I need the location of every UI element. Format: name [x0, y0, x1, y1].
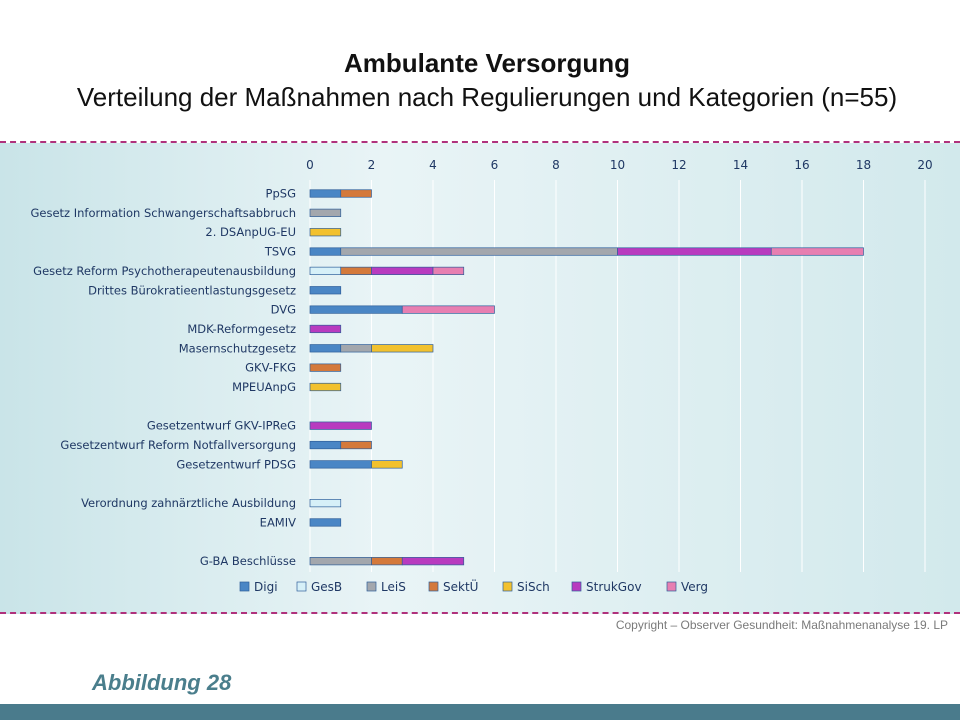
category-label: Drittes Bürokratieentlastungsgesetz	[88, 283, 296, 297]
bottom-dashed-divider	[0, 612, 960, 614]
copyright-note: Copyright – Observer Gesundheit: Maßnahm…	[615, 618, 948, 632]
bar-segment	[309, 247, 342, 256]
bar-segment	[401, 305, 495, 314]
legend-swatch	[571, 581, 582, 592]
chart-title: Ambulante Versorgung	[343, 48, 631, 78]
x-tick-label: 20	[917, 158, 932, 172]
bar-segment	[309, 499, 342, 508]
bar-segment	[309, 344, 342, 353]
bar-segment	[309, 266, 342, 275]
x-tick-label: 4	[429, 158, 437, 172]
bar-segment	[340, 440, 372, 450]
bar-segment	[309, 382, 342, 392]
bar-segment	[309, 324, 342, 334]
legend-swatch	[666, 581, 677, 592]
legend-swatch	[366, 581, 377, 592]
category-label: EAMIV	[260, 515, 296, 529]
x-tick-label: 12	[671, 158, 686, 172]
chart-panel	[0, 143, 960, 614]
bar-segment	[432, 266, 465, 275]
bar-segment	[309, 363, 342, 372]
bar-segment	[340, 344, 372, 353]
x-tick-label: 14	[733, 158, 748, 172]
legend-label: Digi	[254, 580, 278, 594]
figure-label: Abbildung 28	[92, 670, 232, 695]
bar-segment	[617, 247, 772, 256]
category-label: DVG	[271, 303, 296, 317]
bar-segment	[309, 518, 342, 527]
category-label: Gesetzentwurf Reform Notfallversorgung	[60, 438, 296, 452]
legend-label: SiSch	[517, 580, 550, 594]
legend-label: GesB	[311, 580, 342, 594]
top-dashed-divider	[0, 141, 960, 143]
category-label: GKV-FKG	[245, 361, 296, 375]
category-label: Gesetz Information Schwangerschaftsabbru…	[30, 206, 296, 220]
bar-segment	[309, 189, 342, 198]
category-labels: PpSG Gesetz Information Schwangerschaftsa…	[30, 187, 296, 569]
category-label: Gesetzentwurf GKV-IPReG	[147, 419, 296, 433]
category-label: MDK-Reformgesetz	[187, 322, 296, 336]
bar-segment	[340, 266, 372, 275]
x-tick-label: 6	[491, 158, 499, 172]
category-label: Masernschutzgesetz	[179, 341, 296, 355]
category-label: TSVG	[264, 245, 296, 259]
legend-swatch	[239, 581, 250, 592]
category-label: PpSG	[266, 187, 296, 201]
category-label: Gesetzentwurf PDSG	[176, 457, 296, 471]
bar-segment	[770, 247, 864, 256]
bar-segment	[371, 344, 434, 353]
category-label: G-BA Beschlüsse	[200, 554, 296, 568]
bar-segment	[309, 228, 342, 237]
legend-swatch	[428, 581, 439, 592]
footer-bar	[0, 704, 960, 720]
x-tick-label: 16	[794, 158, 809, 172]
x-tick-label: 8	[552, 158, 560, 172]
bar-segment	[340, 247, 618, 256]
bar-segment	[309, 557, 372, 566]
x-tick-label: 2	[368, 158, 376, 172]
x-tick-label: 0	[306, 158, 314, 172]
category-label: Gesetz Reform Psychotherapeutenausbildun…	[33, 264, 296, 278]
bars	[309, 189, 864, 566]
category-label: 2. DSAnpUG-EU	[205, 225, 296, 239]
bar-segment	[371, 557, 403, 566]
legend-label: Verg	[681, 580, 708, 594]
x-tick-label: 10	[610, 158, 625, 172]
x-tick-label: 18	[856, 158, 871, 172]
bar-segment	[401, 557, 465, 566]
bar-segment	[340, 189, 372, 198]
legend-swatch	[502, 581, 513, 592]
bar-segment	[371, 460, 403, 469]
legend-label: StrukGov	[586, 580, 642, 594]
legend-label: SektÜ	[443, 578, 478, 594]
bar-segment	[309, 460, 372, 469]
bar-segment	[309, 421, 372, 430]
grid-lines	[309, 180, 926, 572]
legend-label: LeiS	[381, 580, 406, 594]
bar-segment	[309, 286, 342, 295]
chart-subtitle: Verteilung der Maßnahmen nach Regulierun…	[76, 82, 898, 112]
bar-segment	[309, 208, 342, 217]
bar-segment	[309, 440, 342, 450]
bar-segment	[309, 305, 403, 314]
bar-segment	[371, 266, 434, 275]
legend: Digi GesB LeiS SektÜ SiSch StrukGov Verg	[239, 578, 708, 594]
category-label: MPEUAnpG	[232, 380, 296, 394]
legend-swatch	[296, 581, 307, 592]
x-axis-ticks: 0 2 4 6 8 10 12 14 16 18 20	[306, 158, 932, 172]
category-label: Verordnung zahnärztliche Ausbildung	[81, 496, 296, 510]
